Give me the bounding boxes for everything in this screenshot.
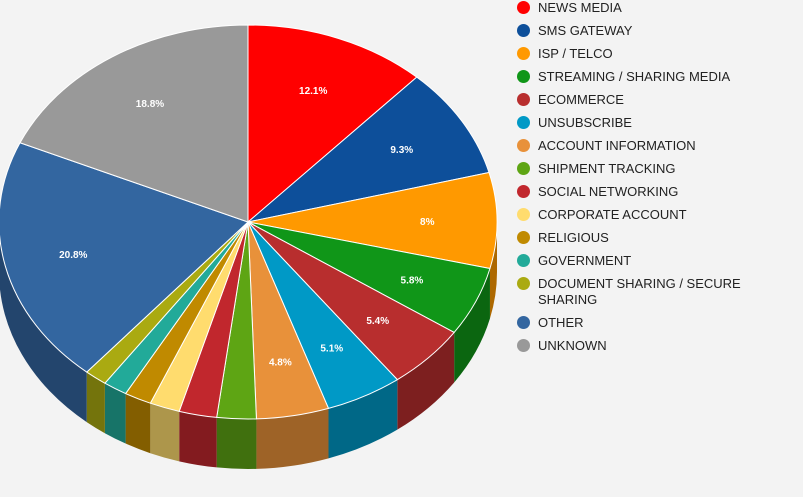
- legend-swatch: [517, 208, 530, 221]
- pie-side-8: [179, 411, 217, 468]
- legend-swatch: [517, 24, 530, 37]
- pie-side-6: [256, 408, 329, 469]
- pie-slice-2[interactable]: [247, 172, 498, 270]
- legend-label: GOVERNMENT: [538, 253, 632, 268]
- pie-slice-14[interactable]: [19, 24, 249, 223]
- legend-item[interactable]: SHIPMENT TRACKING: [517, 161, 797, 177]
- legend-swatch: [517, 231, 530, 244]
- legend-item[interactable]: OTHER: [517, 315, 797, 331]
- data-label: 5.1%: [320, 343, 343, 354]
- legend-item[interactable]: DOCUMENT SHARING / SECURE SHARING: [517, 276, 797, 308]
- legend-item[interactable]: NEWS MEDIA: [517, 0, 797, 16]
- legend-label: CORPORATE ACCOUNT: [538, 207, 687, 222]
- legend-swatch: [517, 1, 530, 14]
- legend-item[interactable]: ACCOUNT INFORMATION: [517, 138, 797, 154]
- legend-swatch: [517, 93, 530, 106]
- legend-label: STREAMING / SHARING MEDIA: [538, 69, 731, 84]
- legend-label: SMS GATEWAY: [538, 23, 633, 38]
- pie-side-13: [0, 239, 87, 423]
- legend-swatch: [517, 316, 530, 329]
- legend-item[interactable]: CORPORATE ACCOUNT: [517, 207, 797, 223]
- data-label: 20.8%: [59, 250, 87, 261]
- data-label: 5.4%: [366, 316, 389, 327]
- legend-label: UNSUBSCRIBE: [538, 115, 632, 130]
- data-label: 18.8%: [136, 99, 164, 110]
- pie-side-4: [397, 332, 455, 430]
- legend-swatch: [517, 139, 530, 152]
- legend-item[interactable]: ECOMMERCE: [517, 92, 797, 108]
- pie-side-12: [86, 372, 105, 434]
- data-label: 8%: [420, 217, 435, 228]
- pie-side-3: [454, 268, 490, 383]
- legend-swatch: [517, 70, 530, 83]
- pie-side-5: [328, 379, 398, 459]
- pie-side-9: [150, 403, 180, 462]
- legend-swatch: [517, 116, 530, 129]
- legend-item[interactable]: ISP / TELCO: [517, 46, 797, 62]
- legend-item[interactable]: SMS GATEWAY: [517, 23, 797, 39]
- legend-item[interactable]: RELIGIOUS: [517, 230, 797, 246]
- legend-item[interactable]: UNSUBSCRIBE: [517, 115, 797, 131]
- data-label: 9.3%: [390, 145, 413, 156]
- chart-legend: NEWS MEDIA SMS GATEWAY ISP / TELCO STREAMIN…: [517, 0, 797, 361]
- data-label: 4.8%: [269, 358, 292, 369]
- pie-slice-1[interactable]: [247, 76, 490, 223]
- legend-swatch: [517, 162, 530, 175]
- legend-item[interactable]: STREAMING / SHARING MEDIA: [517, 69, 797, 85]
- legend-label: SOCIAL NETWORKING: [538, 184, 679, 199]
- legend-label: DOCUMENT SHARING / SECURE SHARING: [538, 276, 741, 307]
- legend-label: RELIGIOUS: [538, 230, 609, 245]
- legend-label: ECOMMERCE: [538, 92, 624, 107]
- pie-slice-13[interactable]: [0, 142, 249, 373]
- legend-label: UNKNOWN: [538, 338, 607, 353]
- pie-slice-0[interactable]: [247, 24, 418, 223]
- legend-item[interactable]: GOVERNMENT: [517, 253, 797, 269]
- data-label: 12.1%: [299, 86, 327, 97]
- legend-item[interactable]: SOCIAL NETWORKING: [517, 184, 797, 200]
- legend-label: SHIPMENT TRACKING: [538, 161, 676, 176]
- legend-label: ACCOUNT INFORMATION: [538, 138, 696, 153]
- legend-label: NEWS MEDIA: [538, 0, 622, 15]
- data-label: 5.8%: [401, 275, 424, 286]
- pie-chart-svg: 12.1% 9.3% 8% 5.8% 5.4% 5.1% 4.8% 20.8% 18.8%: [0, 24, 498, 469]
- legend-swatch: [517, 47, 530, 60]
- pie-side-10: [125, 393, 151, 454]
- legend-swatch: [517, 277, 530, 290]
- legend-label: OTHER: [538, 315, 584, 330]
- pie-side-11: [104, 383, 126, 444]
- legend-swatch: [517, 185, 530, 198]
- legend-label: ISP / TELCO: [538, 46, 613, 61]
- legend-swatch: [517, 339, 530, 352]
- pie-side-7: [216, 417, 257, 469]
- legend-item[interactable]: UNKNOWN: [517, 338, 797, 354]
- legend-swatch: [517, 254, 530, 267]
